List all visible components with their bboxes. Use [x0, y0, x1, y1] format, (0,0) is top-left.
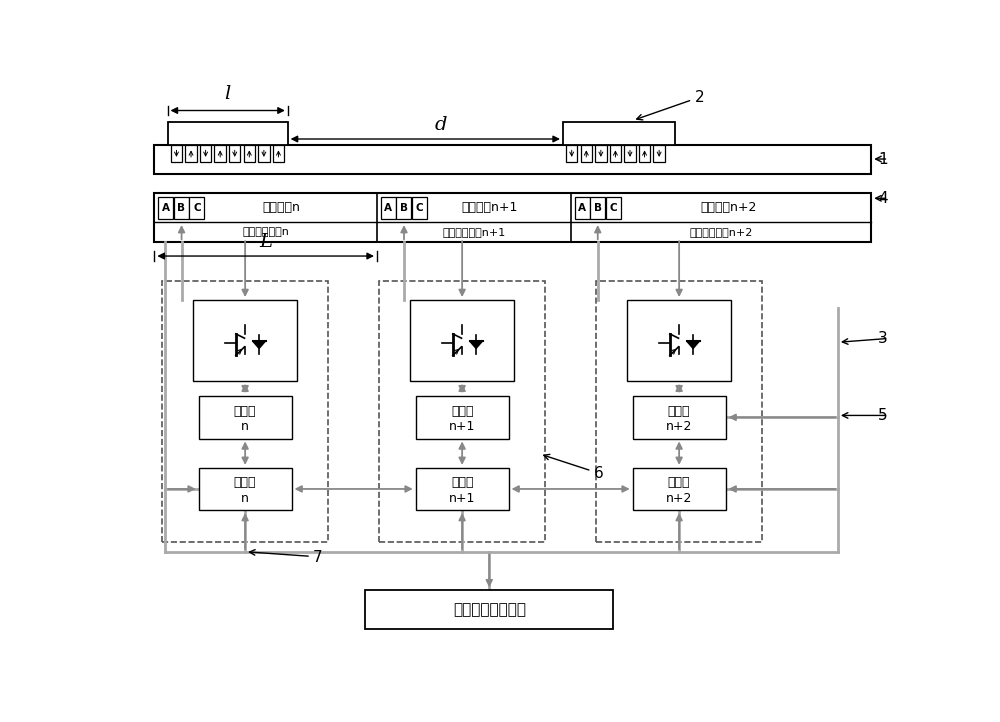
Text: 控制器: 控制器: [451, 477, 473, 490]
Bar: [610, 145, 621, 162]
Text: C: C: [193, 203, 201, 212]
Text: 5: 5: [878, 408, 888, 423]
Bar: [653, 145, 665, 162]
Bar: [258, 145, 270, 162]
Bar: [273, 145, 284, 162]
Text: 驱动器: 驱动器: [234, 405, 256, 418]
Bar: [162, 281, 328, 542]
Text: n: n: [241, 492, 249, 505]
Bar: [633, 468, 726, 510]
Text: n+2: n+2: [666, 492, 692, 505]
Bar: [596, 281, 762, 542]
Text: n+1: n+1: [449, 420, 475, 433]
Bar: [199, 468, 292, 510]
Text: n+1: n+1: [449, 492, 475, 505]
Bar: [158, 196, 173, 219]
Text: 驱动器: 驱动器: [451, 405, 473, 418]
Text: C: C: [609, 203, 617, 212]
Text: 控制器: 控制器: [668, 477, 690, 490]
Bar: [171, 145, 182, 162]
Text: 2: 2: [695, 90, 704, 105]
Text: 6: 6: [594, 466, 604, 481]
Text: 4: 4: [878, 191, 888, 206]
Bar: [590, 196, 605, 219]
Text: 位置检测单元n+1: 位置检测单元n+1: [442, 227, 505, 237]
Bar: [379, 281, 545, 542]
Bar: [381, 196, 396, 219]
Text: B: B: [594, 203, 602, 212]
Bar: [199, 396, 292, 438]
Text: 驱动器: 驱动器: [668, 405, 690, 418]
Text: B: B: [400, 203, 408, 212]
Bar: [581, 145, 592, 162]
Bar: [574, 196, 590, 219]
Bar: [396, 196, 411, 219]
Bar: [154, 193, 871, 242]
Bar: [229, 145, 240, 162]
Text: 控制器: 控制器: [234, 477, 256, 490]
Bar: [595, 145, 607, 162]
Bar: [168, 122, 288, 145]
Bar: [566, 145, 577, 162]
Bar: [639, 145, 650, 162]
Text: 多动子运动控制器: 多动子运动控制器: [453, 602, 526, 617]
Text: 位置检测单元n: 位置检测单元n: [242, 227, 289, 237]
Text: 分段初级n: 分段初级n: [262, 201, 300, 214]
Text: A: A: [384, 203, 392, 212]
Bar: [627, 300, 731, 380]
Bar: [410, 300, 514, 380]
Text: n+2: n+2: [666, 420, 692, 433]
Polygon shape: [470, 341, 483, 349]
Bar: [193, 300, 297, 380]
Bar: [416, 468, 509, 510]
Bar: [563, 122, 675, 145]
Bar: [365, 590, 613, 629]
Bar: [214, 145, 226, 162]
Bar: [412, 196, 427, 219]
Text: A: A: [578, 203, 586, 212]
Text: 7: 7: [313, 550, 322, 565]
Bar: [154, 145, 871, 175]
Text: C: C: [415, 203, 423, 212]
Text: l: l: [225, 84, 231, 103]
Bar: [185, 145, 197, 162]
Polygon shape: [687, 341, 700, 349]
Bar: [200, 145, 211, 162]
Text: 分段初级n+1: 分段初级n+1: [461, 201, 517, 214]
Text: L: L: [259, 233, 272, 251]
Polygon shape: [253, 341, 266, 349]
Text: 1: 1: [878, 152, 888, 167]
Bar: [606, 196, 621, 219]
Text: 3: 3: [878, 331, 888, 346]
Bar: [244, 145, 255, 162]
Text: 位置检测单元n+2: 位置检测单元n+2: [689, 227, 753, 237]
Text: n: n: [241, 420, 249, 433]
Text: A: A: [162, 203, 170, 212]
Bar: [633, 396, 726, 438]
Text: 分段初级n+2: 分段初级n+2: [701, 201, 757, 214]
Bar: [624, 145, 636, 162]
Bar: [174, 196, 189, 219]
Bar: [189, 196, 204, 219]
Bar: [416, 396, 509, 438]
Text: B: B: [177, 203, 185, 212]
Text: d: d: [435, 116, 447, 134]
